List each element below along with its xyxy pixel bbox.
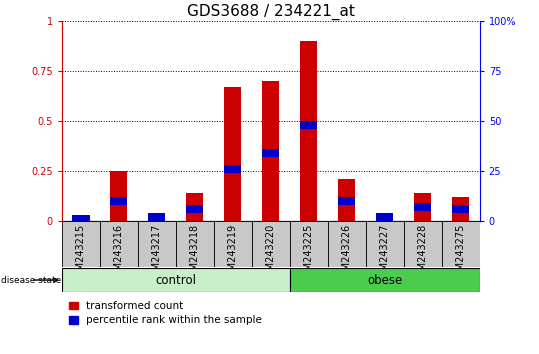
- Bar: [452, 197, 469, 221]
- FancyBboxPatch shape: [100, 221, 138, 267]
- FancyBboxPatch shape: [62, 268, 290, 292]
- FancyBboxPatch shape: [62, 221, 100, 267]
- Text: GSM243217: GSM243217: [152, 224, 162, 283]
- Bar: [376, 213, 393, 221]
- Legend: transformed count, percentile rank within the sample: transformed count, percentile rank withi…: [67, 299, 264, 327]
- Bar: [186, 193, 203, 221]
- Bar: [224, 87, 241, 221]
- Text: control: control: [155, 274, 196, 286]
- Bar: [72, 215, 89, 221]
- Text: GSM243228: GSM243228: [418, 224, 428, 283]
- Bar: [262, 149, 279, 157]
- Text: GSM243220: GSM243220: [266, 224, 276, 283]
- Bar: [300, 41, 317, 221]
- Bar: [338, 197, 355, 205]
- Text: GSM243275: GSM243275: [455, 224, 466, 283]
- FancyBboxPatch shape: [404, 221, 442, 267]
- FancyBboxPatch shape: [290, 221, 328, 267]
- Text: GSM243215: GSM243215: [76, 224, 86, 283]
- Bar: [338, 179, 355, 221]
- Bar: [262, 81, 279, 221]
- Bar: [376, 213, 393, 221]
- Text: obese: obese: [367, 274, 403, 286]
- FancyBboxPatch shape: [366, 221, 404, 267]
- Text: GSM243225: GSM243225: [304, 224, 314, 283]
- Bar: [110, 197, 128, 205]
- Text: GSM243227: GSM243227: [380, 224, 390, 283]
- Bar: [414, 193, 431, 221]
- Bar: [148, 213, 165, 221]
- Bar: [186, 205, 203, 213]
- Bar: [72, 215, 89, 223]
- Bar: [224, 165, 241, 173]
- Bar: [148, 213, 165, 221]
- Title: GDS3688 / 234221_at: GDS3688 / 234221_at: [187, 4, 355, 20]
- Bar: [300, 121, 317, 129]
- FancyBboxPatch shape: [328, 221, 366, 267]
- FancyBboxPatch shape: [290, 268, 480, 292]
- Text: GSM243219: GSM243219: [228, 224, 238, 283]
- FancyBboxPatch shape: [138, 221, 176, 267]
- Text: GSM243226: GSM243226: [342, 224, 352, 283]
- Text: GSM243218: GSM243218: [190, 224, 200, 283]
- Text: GSM243216: GSM243216: [114, 224, 124, 283]
- Bar: [414, 203, 431, 211]
- Text: disease state: disease state: [1, 275, 61, 285]
- Bar: [452, 205, 469, 213]
- FancyBboxPatch shape: [252, 221, 290, 267]
- FancyBboxPatch shape: [176, 221, 214, 267]
- FancyBboxPatch shape: [214, 221, 252, 267]
- FancyBboxPatch shape: [442, 221, 480, 267]
- Bar: [110, 171, 128, 221]
